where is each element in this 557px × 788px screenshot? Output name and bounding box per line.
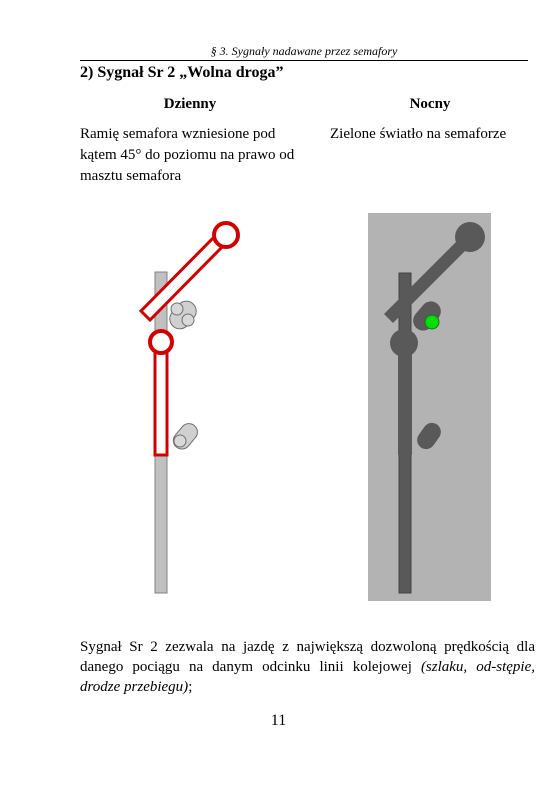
running-header: § 3. Sygnały nadawane przez semafory [80,44,528,61]
body-paragraph: Sygnał Sr 2 zezwala na jazdę z największ… [80,637,535,697]
day-description: Ramię semafora wzniesione pod kątem 45° … [80,126,295,184]
night-upper-arm-disc [455,222,485,252]
night-lower-arm [398,345,412,455]
day-lamp-lower [172,423,198,450]
day-lens-3 [173,434,187,448]
page-number: 11 [270,712,287,729]
day-upper-arm-disc [212,221,240,249]
day-semaphore [138,221,240,594]
paragraph-end: ; [188,679,193,695]
day-lens-2 [181,313,195,327]
day-lower-arm [153,343,169,457]
day-lens-1 [170,302,184,316]
day-heading: Dzienny [163,96,217,112]
night-lamp-lower [417,422,441,450]
night-semaphore [368,213,491,601]
night-description: Zielone światło na semaforze [330,126,507,142]
section-title: 2) Sygnał Sr 2 „Wolna droga” [80,64,284,81]
green-light [424,314,440,330]
day-lamp-upper [169,300,197,330]
night-lower-arm-disc [390,329,418,357]
night-heading: Nocny [409,96,451,112]
night-upper-arm [384,234,473,323]
paragraph-text: Sygnał Sr 2 zezwala na jazdę z największ… [80,639,535,675]
day-lower-arm-disc [148,329,174,355]
paragraph-italic: (szlaku, od-stępie, drodze przebiegu) [80,659,535,695]
